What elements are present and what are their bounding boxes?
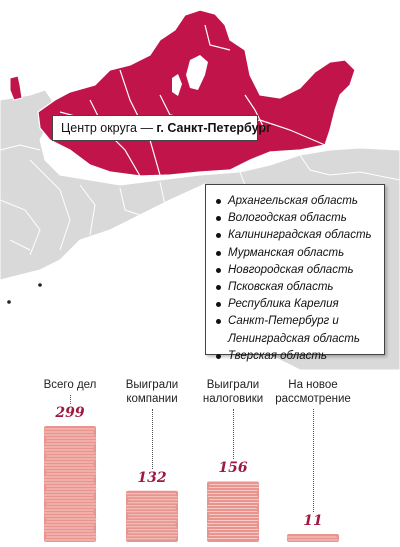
map-lake	[172, 74, 182, 96]
bar-category-line: компании	[126, 393, 178, 405]
cases-chart: 299 Всего дел 132 Выиграли компании 156 Выигра…	[0, 370, 400, 547]
bar-value-label: 132	[137, 469, 167, 486]
map-marker-dot	[38, 283, 42, 287]
bar-3	[206, 481, 260, 542]
region-list-item: Санкт-Петербург и Ленинградская область	[216, 313, 378, 347]
region-list-box: Архангельская область Вологодская область…	[205, 184, 385, 362]
region-list-item: Мурманская область	[216, 245, 378, 262]
bar-body	[126, 490, 178, 542]
bar-value-label: 299	[55, 405, 85, 421]
map-kaliningrad	[9, 75, 23, 101]
bar-category-label: На новое рассмотрение	[268, 378, 358, 406]
map-highlighted-district	[37, 9, 356, 177]
bar-leader-line	[152, 409, 153, 469]
bar-category-label: Выиграли компании	[107, 378, 197, 406]
bar-category-label: Выиграли налоговики	[188, 378, 278, 406]
bar-1	[43, 426, 97, 542]
map-white-sea	[186, 55, 208, 90]
district-map: Центр округа — г. Санкт-Петербург Арханг…	[0, 9, 400, 370]
bar-2	[125, 490, 179, 542]
bar-body	[287, 534, 339, 542]
map-internal-borders	[0, 144, 400, 256]
bar-category-line: налоговики	[202, 393, 264, 405]
bar-category-line: рассмотрение	[275, 393, 351, 405]
bar-category-line: Выиграли	[125, 379, 179, 391]
bar-category-line: Выиграли	[206, 379, 260, 391]
bar-leader-line	[233, 409, 234, 460]
bar-leader-line	[313, 409, 314, 512]
bar-4	[286, 534, 339, 542]
district-center-label: Центр округа — г. Санкт-Петербург	[52, 115, 271, 141]
region-list-item: Вологодская область	[216, 210, 378, 227]
district-center-city: г. Санкт-Петербург	[156, 121, 272, 135]
bar-value-label: 156	[218, 460, 248, 477]
chart-svg	[43, 426, 339, 542]
map-marker-dot	[7, 300, 11, 304]
region-list-item: Архангельская область	[216, 193, 378, 210]
region-list: Архангельская область Вологодская область…	[216, 193, 378, 365]
region-list-item: Тверская область	[216, 348, 378, 365]
region-list-item: Псковская область	[216, 279, 378, 296]
bar-category-label: Всего дел	[25, 378, 115, 392]
region-list-item: Республика Карелия	[216, 296, 378, 313]
region-list-item: Новгородская область	[216, 262, 378, 279]
bar-value-label: 11	[303, 513, 323, 529]
district-center-prefix: Центр округа —	[61, 121, 157, 135]
region-list-item: Калининградская область	[216, 227, 378, 244]
bar-leader-line	[70, 395, 71, 404]
bar-category-line: Всего дел	[43, 379, 97, 391]
bar-category-line: На новое	[288, 379, 338, 391]
